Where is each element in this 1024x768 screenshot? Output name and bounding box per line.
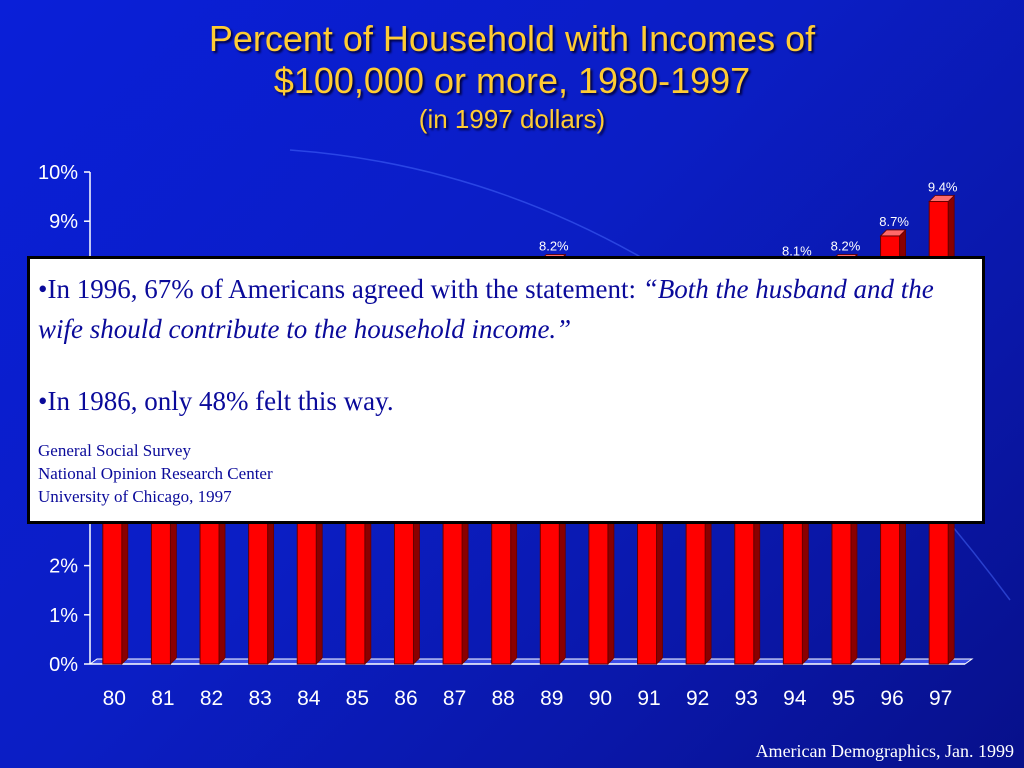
- y-tick-label: 9%: [49, 211, 78, 233]
- x-tick-label: 96: [880, 687, 903, 710]
- data-label: 9.4%: [928, 180, 958, 195]
- title-line-2: $100,000 or more, 1980-1997: [273, 60, 751, 101]
- bullet-1: •In 1996, 67% of Americans agreed with t…: [38, 269, 974, 349]
- x-tick-label: 82: [200, 687, 223, 710]
- x-tick-label: 80: [103, 687, 126, 710]
- x-tick-label: 90: [589, 687, 612, 710]
- citation-line-1: General Social Survey: [38, 441, 191, 460]
- x-tick-label: 95: [832, 687, 855, 710]
- x-tick-label: 93: [735, 687, 758, 710]
- citation-line-3: University of Chicago, 1997: [38, 487, 232, 506]
- data-label: 8.1%: [782, 243, 812, 258]
- source-credit: American Demographics, Jan. 1999: [755, 741, 1014, 761]
- chart-subtitle: (in 1997 dollars): [418, 104, 606, 134]
- bullet-1-quote: “Both the husband and the wife should co…: [38, 274, 934, 344]
- quote-callout-box: •In 1996, 67% of Americans agreed with t…: [27, 256, 985, 524]
- y-tick-label: 10%: [38, 162, 78, 184]
- chart-title: Percent of Household with Incomes of $10…: [0, 18, 1024, 136]
- title-line-1: Percent of Household with Incomes of: [208, 18, 816, 59]
- data-label: 8.2%: [831, 239, 861, 254]
- y-tick-label: 1%: [49, 605, 78, 627]
- x-tick-label: 84: [297, 687, 321, 710]
- citation-line-2: National Opinion Research Center: [38, 464, 273, 483]
- y-tick-label: 2%: [49, 556, 78, 578]
- y-tick-label: 0%: [49, 654, 78, 676]
- bullet-spacer: [38, 349, 974, 381]
- x-tick-label: 85: [346, 687, 369, 710]
- x-tick-label: 83: [248, 687, 271, 710]
- bullet-2: •In 1986, only 48% felt this way.: [38, 386, 394, 416]
- x-tick-label: 86: [394, 687, 417, 710]
- x-tick-label: 92: [686, 687, 709, 710]
- x-tick-label: 94: [783, 687, 807, 710]
- x-tick-label: 97: [929, 687, 952, 710]
- citation: General Social Survey National Opinion R…: [38, 439, 974, 508]
- x-tick-label: 89: [540, 687, 563, 710]
- x-tick-label: 81: [151, 687, 174, 710]
- x-tick-label: 87: [443, 687, 466, 710]
- data-label: 8.7%: [879, 214, 909, 229]
- x-tick-label: 91: [637, 687, 660, 710]
- x-tick-label: 88: [492, 687, 515, 710]
- data-label: 8.2%: [539, 239, 569, 254]
- bullet-1-text: •In 1996, 67% of Americans agreed with t…: [38, 274, 643, 304]
